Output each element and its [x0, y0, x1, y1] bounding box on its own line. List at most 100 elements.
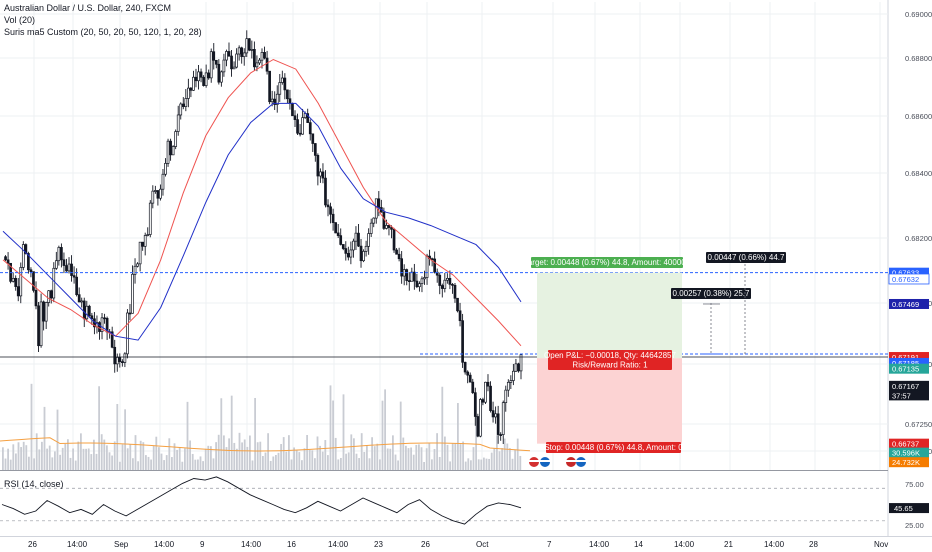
volume-bar	[259, 441, 262, 470]
candle-bull	[255, 62, 259, 68]
volume-bar	[438, 456, 441, 470]
candle-bull	[44, 302, 48, 322]
candle-bull	[410, 271, 414, 282]
volume-bar	[46, 448, 48, 470]
time-tick-label: 14:00	[674, 540, 695, 549]
candle-bear	[329, 206, 332, 215]
volume-bar	[355, 453, 358, 470]
volume-legend: Vol (20)	[4, 15, 36, 25]
volume-bar	[230, 395, 233, 470]
rsi-value-label-text: 45.65	[894, 504, 913, 513]
candle-bull	[278, 82, 282, 95]
volume-bar	[516, 438, 519, 470]
candle-bear	[34, 290, 38, 307]
candle-bear	[273, 98, 277, 105]
volume-bar	[428, 443, 431, 470]
candle-bear	[471, 381, 475, 394]
candle-bear	[438, 274, 442, 286]
volume-bar	[332, 400, 334, 470]
candle-bear	[313, 143, 317, 156]
price-axis-label-text: 37:57	[892, 391, 911, 400]
volume-bar	[519, 455, 522, 470]
target-label-box	[531, 257, 683, 268]
candle-bear	[72, 275, 76, 278]
volume-bar	[454, 443, 457, 470]
candle-bull	[446, 278, 449, 281]
price-tick-label: 0.68400	[905, 169, 932, 178]
candle-bull	[133, 265, 137, 275]
volume-bar	[223, 435, 225, 470]
candle-bull	[270, 98, 274, 103]
candle-bear	[413, 271, 416, 282]
candle-bear	[468, 374, 472, 383]
volume-bar	[425, 448, 428, 470]
candle-bear	[288, 98, 292, 104]
candle-bull	[245, 38, 249, 54]
candle-bear	[461, 320, 464, 363]
volume-bar	[264, 452, 267, 470]
candle-bull	[123, 353, 127, 363]
volume-bar	[33, 458, 35, 470]
volume-bar	[446, 444, 449, 470]
candle-bull	[232, 66, 236, 70]
indicator-legend: Suris ma5 Custom (20, 50, 20, 50, 120, 1…	[4, 27, 202, 37]
volume-bar	[225, 447, 228, 470]
volume-bar	[407, 448, 410, 470]
volume-bar	[254, 397, 256, 470]
candle-bear	[316, 155, 320, 177]
candle-bull	[484, 381, 487, 403]
candle-bear	[128, 312, 132, 315]
volume-bar	[295, 449, 298, 470]
candle-bear	[433, 258, 437, 273]
volume-bar	[311, 450, 314, 470]
volume-bar	[493, 448, 496, 470]
volume-bar	[220, 398, 223, 470]
volume-bar	[168, 438, 171, 470]
candle-bull	[164, 163, 167, 175]
volume-bar	[228, 438, 230, 470]
candle-bull	[369, 222, 373, 234]
volume-bar	[54, 451, 56, 470]
volume-bar	[269, 460, 272, 470]
candle-bear	[6, 259, 10, 264]
price-tick-label: 0.68800	[905, 54, 932, 63]
candle-bear	[87, 305, 91, 317]
price-axis-label	[888, 273, 930, 285]
volume-bar	[379, 459, 381, 470]
volume-bar	[381, 400, 384, 470]
volume-bar	[98, 386, 100, 470]
candle-bear	[296, 119, 299, 134]
candle-bear	[331, 213, 335, 223]
volume-bar	[308, 449, 311, 470]
volume-bar	[319, 445, 321, 470]
volume-bar	[433, 449, 436, 470]
candle-bear	[453, 284, 457, 299]
volume-bar	[48, 445, 51, 470]
volume-bar	[490, 452, 493, 470]
candle-bear	[339, 235, 343, 245]
event-marker-stripe	[529, 460, 539, 462]
volume-bar	[74, 460, 77, 470]
price-axis-label-text: 24.732K	[892, 458, 920, 467]
volume-bar	[470, 460, 472, 470]
volume-bar	[59, 454, 61, 470]
candle-bull	[159, 188, 162, 199]
volume-bar	[212, 458, 215, 470]
event-marker-stripe	[576, 460, 586, 462]
candle-bear	[473, 392, 477, 417]
candle-bull	[54, 260, 58, 269]
volume-bar	[368, 458, 371, 470]
time-tick-label: 7	[547, 540, 552, 549]
candle-bull	[504, 389, 508, 404]
candle-bear	[466, 371, 470, 376]
volume-bar	[275, 455, 277, 470]
event-marker-stripe	[540, 460, 550, 462]
candle-bear	[283, 77, 287, 91]
volume-bar	[384, 389, 386, 470]
candle-bull	[420, 278, 424, 285]
volume-bar	[35, 433, 38, 470]
candle-bull	[187, 87, 190, 99]
volume-bar	[436, 433, 438, 470]
